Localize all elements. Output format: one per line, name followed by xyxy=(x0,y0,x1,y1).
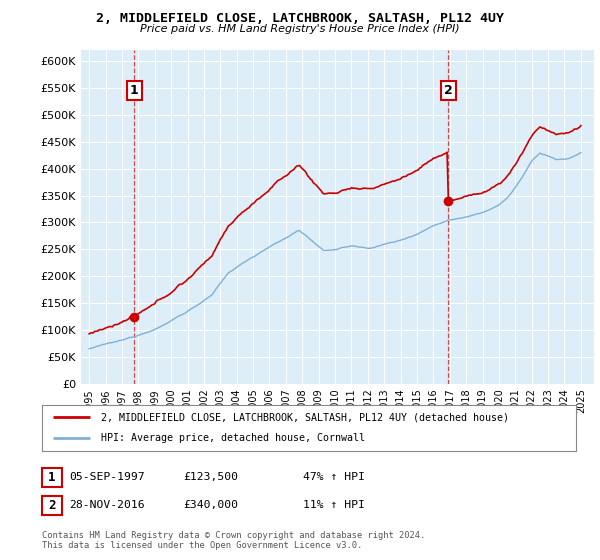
Text: 47% ↑ HPI: 47% ↑ HPI xyxy=(303,472,365,482)
Text: HPI: Average price, detached house, Cornwall: HPI: Average price, detached house, Corn… xyxy=(101,433,365,444)
Text: Contains HM Land Registry data © Crown copyright and database right 2024.
This d: Contains HM Land Registry data © Crown c… xyxy=(42,531,425,550)
Text: £340,000: £340,000 xyxy=(183,500,238,510)
Text: 05-SEP-1997: 05-SEP-1997 xyxy=(69,472,145,482)
Text: 2: 2 xyxy=(48,498,56,512)
Text: 2: 2 xyxy=(444,84,453,97)
Text: 28-NOV-2016: 28-NOV-2016 xyxy=(69,500,145,510)
Text: 1: 1 xyxy=(130,84,139,97)
Text: Price paid vs. HM Land Registry's House Price Index (HPI): Price paid vs. HM Land Registry's House … xyxy=(140,24,460,34)
Text: 2, MIDDLEFIELD CLOSE, LATCHBROOK, SALTASH, PL12 4UY: 2, MIDDLEFIELD CLOSE, LATCHBROOK, SALTAS… xyxy=(96,12,504,25)
Text: £123,500: £123,500 xyxy=(183,472,238,482)
Text: 2, MIDDLEFIELD CLOSE, LATCHBROOK, SALTASH, PL12 4UY (detached house): 2, MIDDLEFIELD CLOSE, LATCHBROOK, SALTAS… xyxy=(101,412,509,422)
Text: 11% ↑ HPI: 11% ↑ HPI xyxy=(303,500,365,510)
Text: 1: 1 xyxy=(48,470,56,484)
